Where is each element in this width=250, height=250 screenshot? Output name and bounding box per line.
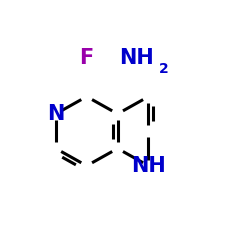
Text: NH: NH [119, 48, 154, 68]
Text: 2: 2 [158, 62, 168, 76]
Text: N: N [47, 104, 64, 124]
Text: F: F [80, 48, 94, 68]
Text: NH: NH [131, 156, 166, 176]
